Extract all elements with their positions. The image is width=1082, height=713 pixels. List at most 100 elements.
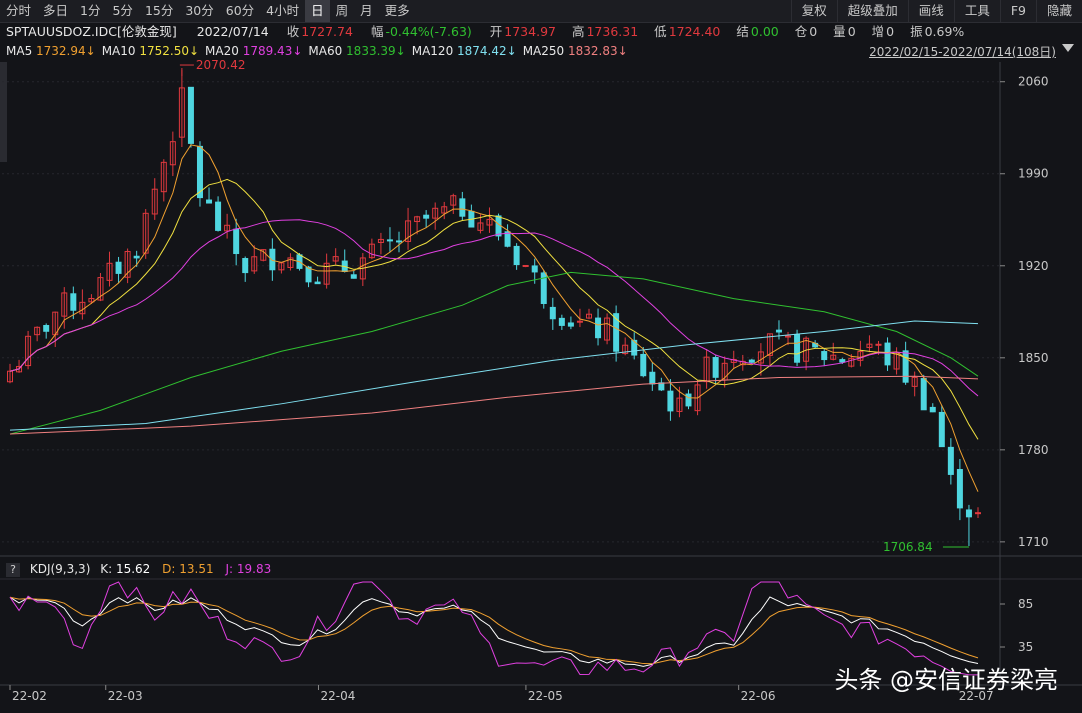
- kdj-j-line: [9, 581, 979, 676]
- period-toolbar: 分时 多日 1分 5分 15分 30分 60分 4小时日周月更多 复权 超级叠加 画线 工具 F9 隐藏: [0, 0, 1082, 23]
- open-value: 1734.97: [504, 24, 556, 39]
- candle-body-42: [386, 239, 393, 242]
- toolbar-button-4[interactable]: F9: [999, 0, 1036, 22]
- period-tab-11[interactable]: 更多: [384, 3, 410, 18]
- candle-body-24: [224, 224, 231, 232]
- candle-body-55: [504, 231, 511, 247]
- ma-item-ma250: MA250 1832.83↓: [522, 44, 628, 58]
- candle-body-3: [34, 326, 41, 336]
- candle-body-56: [513, 245, 520, 266]
- kdj-d-line: [9, 596, 979, 665]
- candle-body-41: [377, 238, 384, 243]
- volume-label: 量: [833, 24, 846, 39]
- kdj-ytick-label-1: 85: [1018, 597, 1033, 611]
- help-icon[interactable]: ?: [6, 563, 20, 577]
- ma-line-10: [9, 178, 979, 440]
- candle-body-38: [350, 274, 357, 279]
- candle-body-33: [305, 266, 312, 283]
- candle-body-103: [938, 411, 945, 448]
- ytick-label-3: 1920: [1018, 259, 1049, 273]
- ma-line-120: [9, 320, 979, 431]
- amplitude-label: 振: [910, 24, 923, 39]
- candle-body-71: [649, 371, 656, 385]
- volume-value: 0: [847, 24, 856, 39]
- candle-body-34: [314, 281, 321, 285]
- toolbar-button-1[interactable]: 超级叠加: [836, 0, 908, 22]
- low-value: 1724.40: [668, 24, 721, 39]
- candle-body-25: [233, 228, 240, 255]
- candle-body-46: [423, 214, 430, 219]
- symbol: SPTAUUSDOZ.IDC[伦敦金现]: [6, 24, 177, 39]
- candle-body-105: [956, 469, 963, 509]
- toolbar-button-0[interactable]: 复权: [790, 0, 837, 22]
- settle-value: 0.00: [750, 24, 779, 39]
- quote-date: 2022/07/14: [196, 24, 269, 39]
- candle-body-29: [269, 248, 276, 271]
- candle-body-36: [332, 256, 339, 262]
- high-label: 高: [571, 24, 585, 39]
- toolbar-button-5[interactable]: 隐藏: [1035, 0, 1082, 22]
- period-tab-0[interactable]: 分时: [6, 3, 32, 18]
- candle-body-17: [160, 161, 167, 193]
- low-annotation: 1706.84: [883, 540, 933, 554]
- candle-body-16: [151, 188, 158, 215]
- candle-body-87: [794, 334, 801, 363]
- candle-body-70: [640, 353, 647, 377]
- kdj-d-label: D:: [162, 562, 176, 576]
- candle-body-91: [830, 354, 837, 360]
- range-dropdown-icon[interactable]: [1062, 44, 1074, 52]
- candle-body-85: [775, 329, 782, 333]
- candle-body-7: [70, 293, 77, 311]
- increase-label: 增: [871, 24, 885, 39]
- candle-body-28: [260, 249, 267, 261]
- candle-body-13: [124, 250, 131, 278]
- xtick-label-0: 22-02: [12, 689, 47, 703]
- ma-item-ma60: MA60 1833.39↓: [308, 44, 406, 58]
- candle-body-48: [441, 206, 448, 214]
- ytick-label-1: 1780: [1018, 443, 1049, 457]
- candle-body-95: [866, 343, 873, 348]
- period-tab-1[interactable]: 多日: [43, 3, 69, 18]
- candle-body-52: [477, 222, 484, 231]
- kdj-j-value: 19.83: [236, 562, 272, 576]
- candle-body-86: [785, 335, 792, 338]
- candle-body-107: [975, 512, 981, 515]
- candle-body-68: [622, 344, 629, 355]
- date-range[interactable]: 2022/02/15-2022/07/14(108日): [869, 45, 1056, 59]
- ytick-label-2: 1850: [1018, 351, 1049, 365]
- close-value: 1727.74: [301, 24, 353, 39]
- candle-body-65: [595, 317, 602, 339]
- high-annotation: 2070.42: [196, 58, 246, 72]
- candle-body-92: [839, 359, 846, 363]
- candle-body-23: [215, 201, 222, 231]
- high-value: 1736.31: [586, 24, 639, 39]
- period-tab-9[interactable]: 周: [335, 3, 349, 18]
- period-tab-4[interactable]: 15分: [144, 3, 174, 18]
- candle-body-106: [965, 509, 972, 518]
- candle-body-67: [613, 313, 620, 352]
- candle-body-22: [206, 199, 213, 204]
- candle-body-100: [911, 376, 918, 387]
- candle-body-73: [667, 390, 674, 412]
- xtick-label-3: 22-05: [528, 689, 563, 703]
- candle-body-62: [567, 322, 574, 327]
- period-tab-8[interactable]: 日: [305, 0, 330, 22]
- candle-body-97: [884, 342, 891, 366]
- amplitude-value: 0.69%: [924, 24, 965, 39]
- period-tab-10[interactable]: 月: [360, 3, 373, 18]
- period-tab-5[interactable]: 30分: [185, 3, 214, 18]
- toolbar-button-2[interactable]: 画线: [907, 0, 954, 22]
- quote-bar: SPTAUUSDOZ.IDC[伦敦金现] 2022/07/14 收 1727.74…: [0, 22, 966, 42]
- period-tab-7[interactable]: 4小时: [266, 3, 300, 18]
- period-tab-6[interactable]: 60分: [225, 3, 255, 18]
- kdj-ytick-label-0: 35: [1018, 640, 1033, 654]
- candle-body-15: [142, 212, 149, 254]
- ma-line-20: [9, 219, 979, 397]
- candle-body-101: [920, 378, 927, 411]
- period-tab-3[interactable]: 5分: [112, 3, 133, 18]
- period-tab-2[interactable]: 1分: [80, 3, 101, 18]
- candle-body-4: [43, 325, 50, 332]
- toolbar-button-3[interactable]: 工具: [953, 0, 1000, 22]
- candle-body-82: [748, 359, 755, 363]
